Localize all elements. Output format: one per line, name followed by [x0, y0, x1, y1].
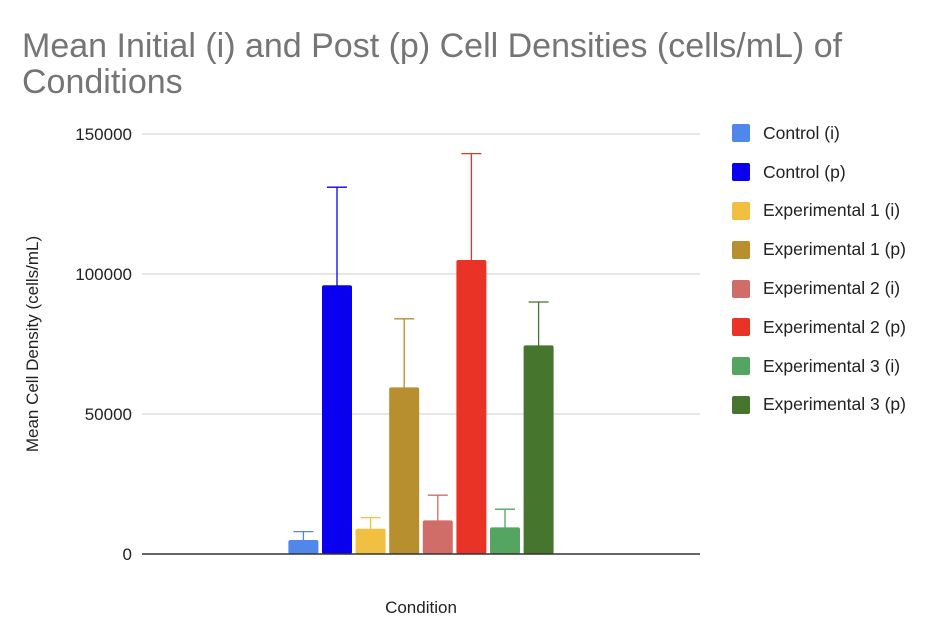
chart-title: Mean Initial (i) and Post (p) Cell Densi… — [22, 27, 843, 101]
bar-control-p — [322, 285, 352, 554]
error-bar — [495, 508, 515, 545]
legend-swatch — [732, 395, 750, 414]
legend-item: Control (i) — [732, 114, 942, 153]
error-bar — [327, 186, 347, 384]
error-bar — [360, 516, 381, 541]
legend-label: Experimental 1 (p) — [763, 239, 906, 260]
y-tick-label: 150000 — [75, 125, 132, 144]
legend-swatch — [732, 240, 750, 259]
error-bar — [293, 530, 314, 550]
y-tick-label: 100000 — [75, 265, 132, 284]
legend-swatch — [732, 201, 750, 220]
gridlines — [142, 133, 700, 415]
error-bars — [293, 152, 549, 550]
y-tick-label: 50000 — [85, 405, 132, 424]
legend-swatch — [732, 357, 750, 376]
legend-swatch — [732, 163, 750, 182]
bar-experimental-3-p — [523, 345, 554, 554]
legend-item: Experimental 2 (p) — [732, 308, 942, 347]
error-bar — [394, 318, 415, 454]
legend-item: Experimental 1 (p) — [732, 230, 942, 269]
legend-label: Experimental 2 (p) — [763, 316, 906, 337]
legend-item: Experimental 1 (i) — [732, 192, 942, 231]
legend-label: Experimental 2 (i) — [763, 278, 901, 299]
error-bar — [427, 494, 448, 547]
bar-experimental-1-p — [389, 387, 420, 554]
legend-swatch — [732, 318, 750, 337]
legend-label: Control (p) — [763, 161, 846, 182]
y-tick-label: 0 — [123, 545, 132, 564]
bar-experimental-1-i — [355, 528, 386, 554]
bar-experimental-2-p — [456, 260, 487, 554]
legend-label: Experimental 3 (p) — [763, 394, 906, 415]
legend-label: Control (i) — [763, 122, 840, 143]
legend-item: Experimental 3 (p) — [732, 386, 942, 425]
legend-item: Control (p) — [732, 153, 942, 192]
legend-label: Experimental 3 (i) — [763, 355, 901, 376]
legend: Control (i) Control (p) Experimental 1 (i)… — [732, 114, 942, 424]
bars — [288, 260, 554, 554]
legend-label: Experimental 1 (i) — [763, 200, 901, 221]
legend-swatch — [732, 124, 750, 143]
x-axis-label: Condition — [385, 598, 457, 617]
error-bar — [528, 301, 549, 387]
legend-item: Experimental 3 (i) — [732, 347, 942, 386]
y-axis-label: Mean Cell Density (cells/mL) — [23, 236, 42, 452]
error-bar — [461, 152, 482, 365]
legend-item: Experimental 2 (i) — [732, 269, 942, 308]
legend-swatch — [732, 279, 750, 298]
y-axis-ticks: 0 50000 100000 150000 — [75, 125, 132, 564]
